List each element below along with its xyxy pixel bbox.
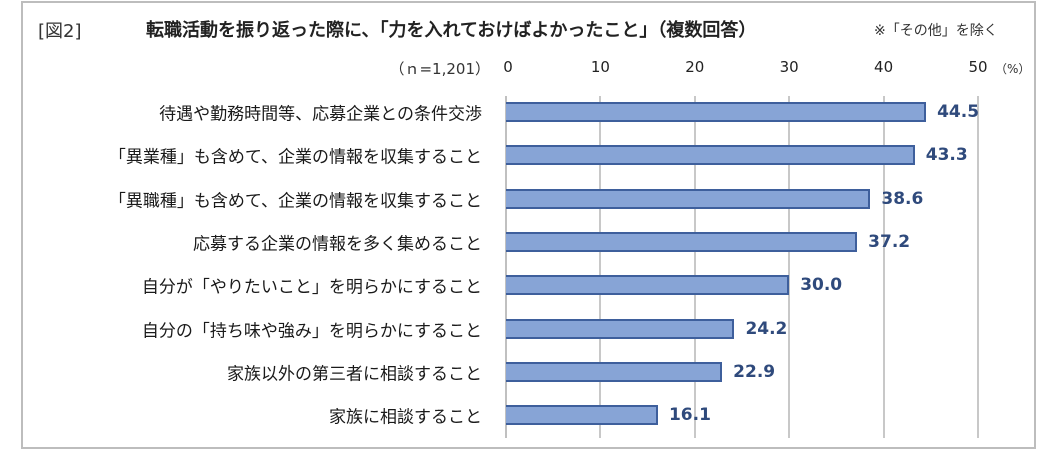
bar <box>506 361 723 382</box>
value-label: 44.5 <box>937 102 980 122</box>
value-label: 24.2 <box>745 318 788 339</box>
bar <box>506 318 735 339</box>
category-label: 待遇や勤務時間等、応募企業との条件交渉 <box>159 104 482 125</box>
value-label: 30.0 <box>800 275 843 296</box>
bar <box>506 145 915 166</box>
category-label: 自分の「持ち味や強み」を明らかにすること <box>141 321 482 341</box>
gridline <box>599 96 602 438</box>
chart-title: 転職活動を振り返った際に、「力を入れておけばよかったこと」（複数回答） <box>146 20 757 41</box>
category-label: 家族に相談すること <box>329 407 482 428</box>
x-tick-label: 50 <box>968 58 988 76</box>
category-label: 家族以外の第三者に相談すること <box>227 364 482 385</box>
sample-size-label: （ｎ=1,201） <box>389 60 490 78</box>
gridline <box>788 96 791 438</box>
bar <box>506 275 790 296</box>
x-tick-label: 40 <box>874 58 894 76</box>
gridline <box>693 96 696 438</box>
category-label: 応募する企業の情報を多く集めること <box>193 234 482 255</box>
value-label: 38.6 <box>881 188 924 209</box>
x-tick-label: 0 <box>503 58 513 76</box>
gridline <box>882 96 885 438</box>
bar <box>506 405 658 426</box>
category-label: 「異業種」も含めて、企業の情報を収集すること <box>108 147 482 168</box>
unit-label: （%） <box>995 62 1031 76</box>
x-tick-label: 30 <box>779 58 799 76</box>
category-label: 「異職種」も含めて、企業の情報を収集すること <box>108 191 482 212</box>
y-axis-line <box>505 96 507 438</box>
chart-note: ※「その他」を除く <box>874 23 998 39</box>
bar <box>506 188 871 209</box>
value-label: 43.3 <box>925 145 968 166</box>
gridline <box>977 96 979 438</box>
value-label: 16.1 <box>668 405 711 426</box>
bar <box>506 102 927 122</box>
figure-label: [図2] <box>38 21 82 42</box>
x-tick-label: 10 <box>590 58 610 76</box>
value-label: 22.9 <box>733 361 776 382</box>
bar <box>506 231 858 252</box>
category-label: 自分が「やりたいこと」を明らかにすること <box>141 277 482 298</box>
value-label: 37.2 <box>868 231 911 252</box>
x-tick-label: 20 <box>685 58 705 76</box>
